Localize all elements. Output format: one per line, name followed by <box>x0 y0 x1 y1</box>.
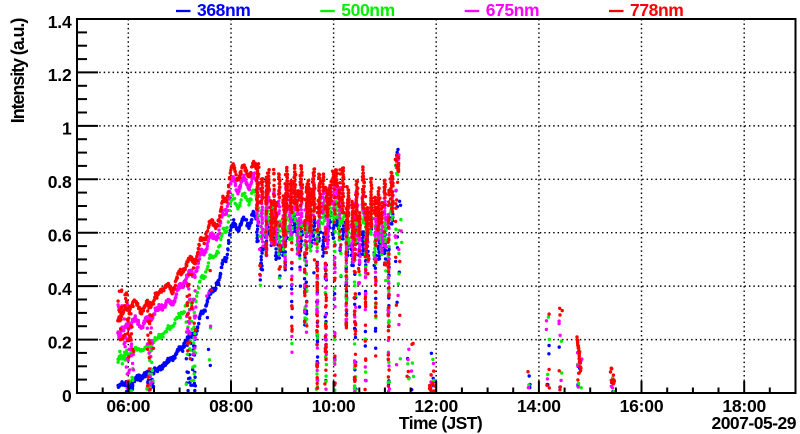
svg-text:06:00: 06:00 <box>106 396 150 416</box>
svg-text:18:00: 18:00 <box>722 396 766 416</box>
svg-text:0.2: 0.2 <box>48 332 72 352</box>
svg-text:778nm: 778nm <box>630 0 683 20</box>
svg-text:500nm: 500nm <box>341 0 394 20</box>
svg-text:Intensity (a.u.): Intensity (a.u.) <box>8 18 28 124</box>
svg-text:14:00: 14:00 <box>517 396 561 416</box>
svg-text:1.2: 1.2 <box>48 65 72 85</box>
svg-text:1.4: 1.4 <box>48 12 72 32</box>
svg-text:0.4: 0.4 <box>48 279 72 299</box>
svg-text:1: 1 <box>62 119 72 139</box>
svg-text:368nm: 368nm <box>197 0 250 20</box>
svg-text:08:00: 08:00 <box>209 396 253 416</box>
svg-text:0.6: 0.6 <box>48 226 72 246</box>
svg-text:16:00: 16:00 <box>620 396 664 416</box>
svg-text:2007-05-29: 2007-05-29 <box>711 413 796 433</box>
svg-text:0.8: 0.8 <box>48 172 72 192</box>
svg-text:Time (JST): Time (JST) <box>399 413 482 433</box>
svg-text:675nm: 675nm <box>486 0 539 20</box>
svg-text:0: 0 <box>62 386 72 406</box>
svg-text:10:00: 10:00 <box>312 396 356 416</box>
svg-text:12:00: 12:00 <box>414 396 458 416</box>
